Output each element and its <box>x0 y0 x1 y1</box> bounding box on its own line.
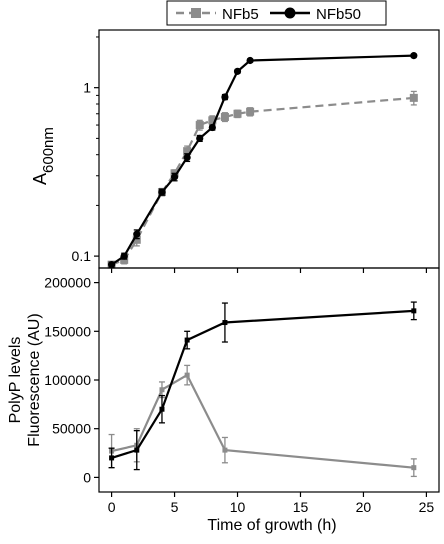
x-tick-label: 0 <box>108 499 116 515</box>
bottom-point-nfb50 <box>222 320 228 326</box>
bottom-y-tick-label: 100000 <box>44 372 91 388</box>
top-point-nfb5 <box>409 93 418 102</box>
top-series-line-nfb50 <box>110 54 414 266</box>
top-point-nfb5 <box>120 255 129 264</box>
top-point-nfb50 <box>120 252 128 260</box>
bottom-y-tick-label: 150000 <box>44 323 91 339</box>
legend-marker-nfb50 <box>284 7 296 19</box>
top-point-nfb50 <box>170 173 179 181</box>
top-y-axis-title-sub: 600nm <box>40 127 57 173</box>
top-point-nfb50 <box>158 188 166 196</box>
x-tick-label: 5 <box>171 499 179 515</box>
top-point-nfb5 <box>246 107 255 116</box>
bottom-plot-frame <box>98 267 440 493</box>
bottom-y-axis-title-line1: PolyP levels <box>7 337 24 424</box>
bottom-point-nfb50 <box>184 337 190 343</box>
bottom-point-nfb50 <box>411 308 417 314</box>
top-y-axis-title: A600nm <box>30 127 57 185</box>
top-point-nfb5 <box>208 116 217 125</box>
bottom-point-nfb5 <box>411 465 417 471</box>
bottom-y-tick-label: 0 <box>83 469 91 485</box>
top-point-nfb50 <box>410 52 418 60</box>
bottom-point-nfb5 <box>159 387 165 393</box>
bottom-series-line-nfb50 <box>111 309 414 459</box>
bottom-series-line-nfb5 <box>111 373 414 469</box>
x-axis-title: Time of growth (h) <box>207 517 336 534</box>
top-point-nfb50 <box>208 123 216 132</box>
top-y-axis-title-main: A <box>30 173 50 185</box>
top-point-nfb50 <box>233 67 242 75</box>
top-point-nfb50 <box>221 93 229 101</box>
top-series-line-nfb5 <box>111 96 414 266</box>
top-point-nfb5 <box>220 112 229 121</box>
panel-top-od-plot: A600nm 0.1 1 <box>30 29 440 273</box>
top-point-nfb50 <box>183 153 191 162</box>
legend-label-nfb50: NFb50 <box>316 6 361 23</box>
top-point-nfb5 <box>183 147 192 156</box>
top-y-tick-label: 1 <box>83 80 91 96</box>
bottom-y-tick-label: 50000 <box>52 421 91 437</box>
legend-label-nfb5: NFb5 <box>222 6 259 23</box>
x-tick-label: 20 <box>356 499 372 515</box>
bottom-y-axis-title-line2: Fluorescence (AU) <box>26 313 43 446</box>
top-point-nfb5 <box>233 109 242 118</box>
top-plot-frame <box>98 29 440 269</box>
top-point-nfb50 <box>107 261 116 269</box>
legend-marker-nfb5 <box>191 8 201 18</box>
legend: NFb5 NFb50 <box>166 0 387 26</box>
bottom-point-nfb50 <box>109 455 115 461</box>
bottom-point-nfb50 <box>134 447 140 453</box>
bottom-point-nfb5 <box>222 447 228 453</box>
top-point-nfb50 <box>133 230 141 238</box>
top-point-nfb50 <box>196 134 204 142</box>
top-point-nfb5 <box>195 121 204 130</box>
top-y-tick-label: 0.1 <box>72 248 92 264</box>
x-tick-label: 25 <box>419 499 435 515</box>
x-tick-label: 15 <box>293 499 309 515</box>
panel-bottom-polyp-plot: PolyP levels Fluorescence (AU) Time of g… <box>7 267 440 534</box>
bottom-point-nfb5 <box>184 372 190 378</box>
bottom-point-nfb50 <box>159 406 165 412</box>
x-tick-label: 10 <box>230 499 246 515</box>
top-point-nfb50 <box>246 56 254 65</box>
bottom-y-tick-label: 200000 <box>44 275 91 291</box>
top-point-nfb5 <box>132 235 141 244</box>
